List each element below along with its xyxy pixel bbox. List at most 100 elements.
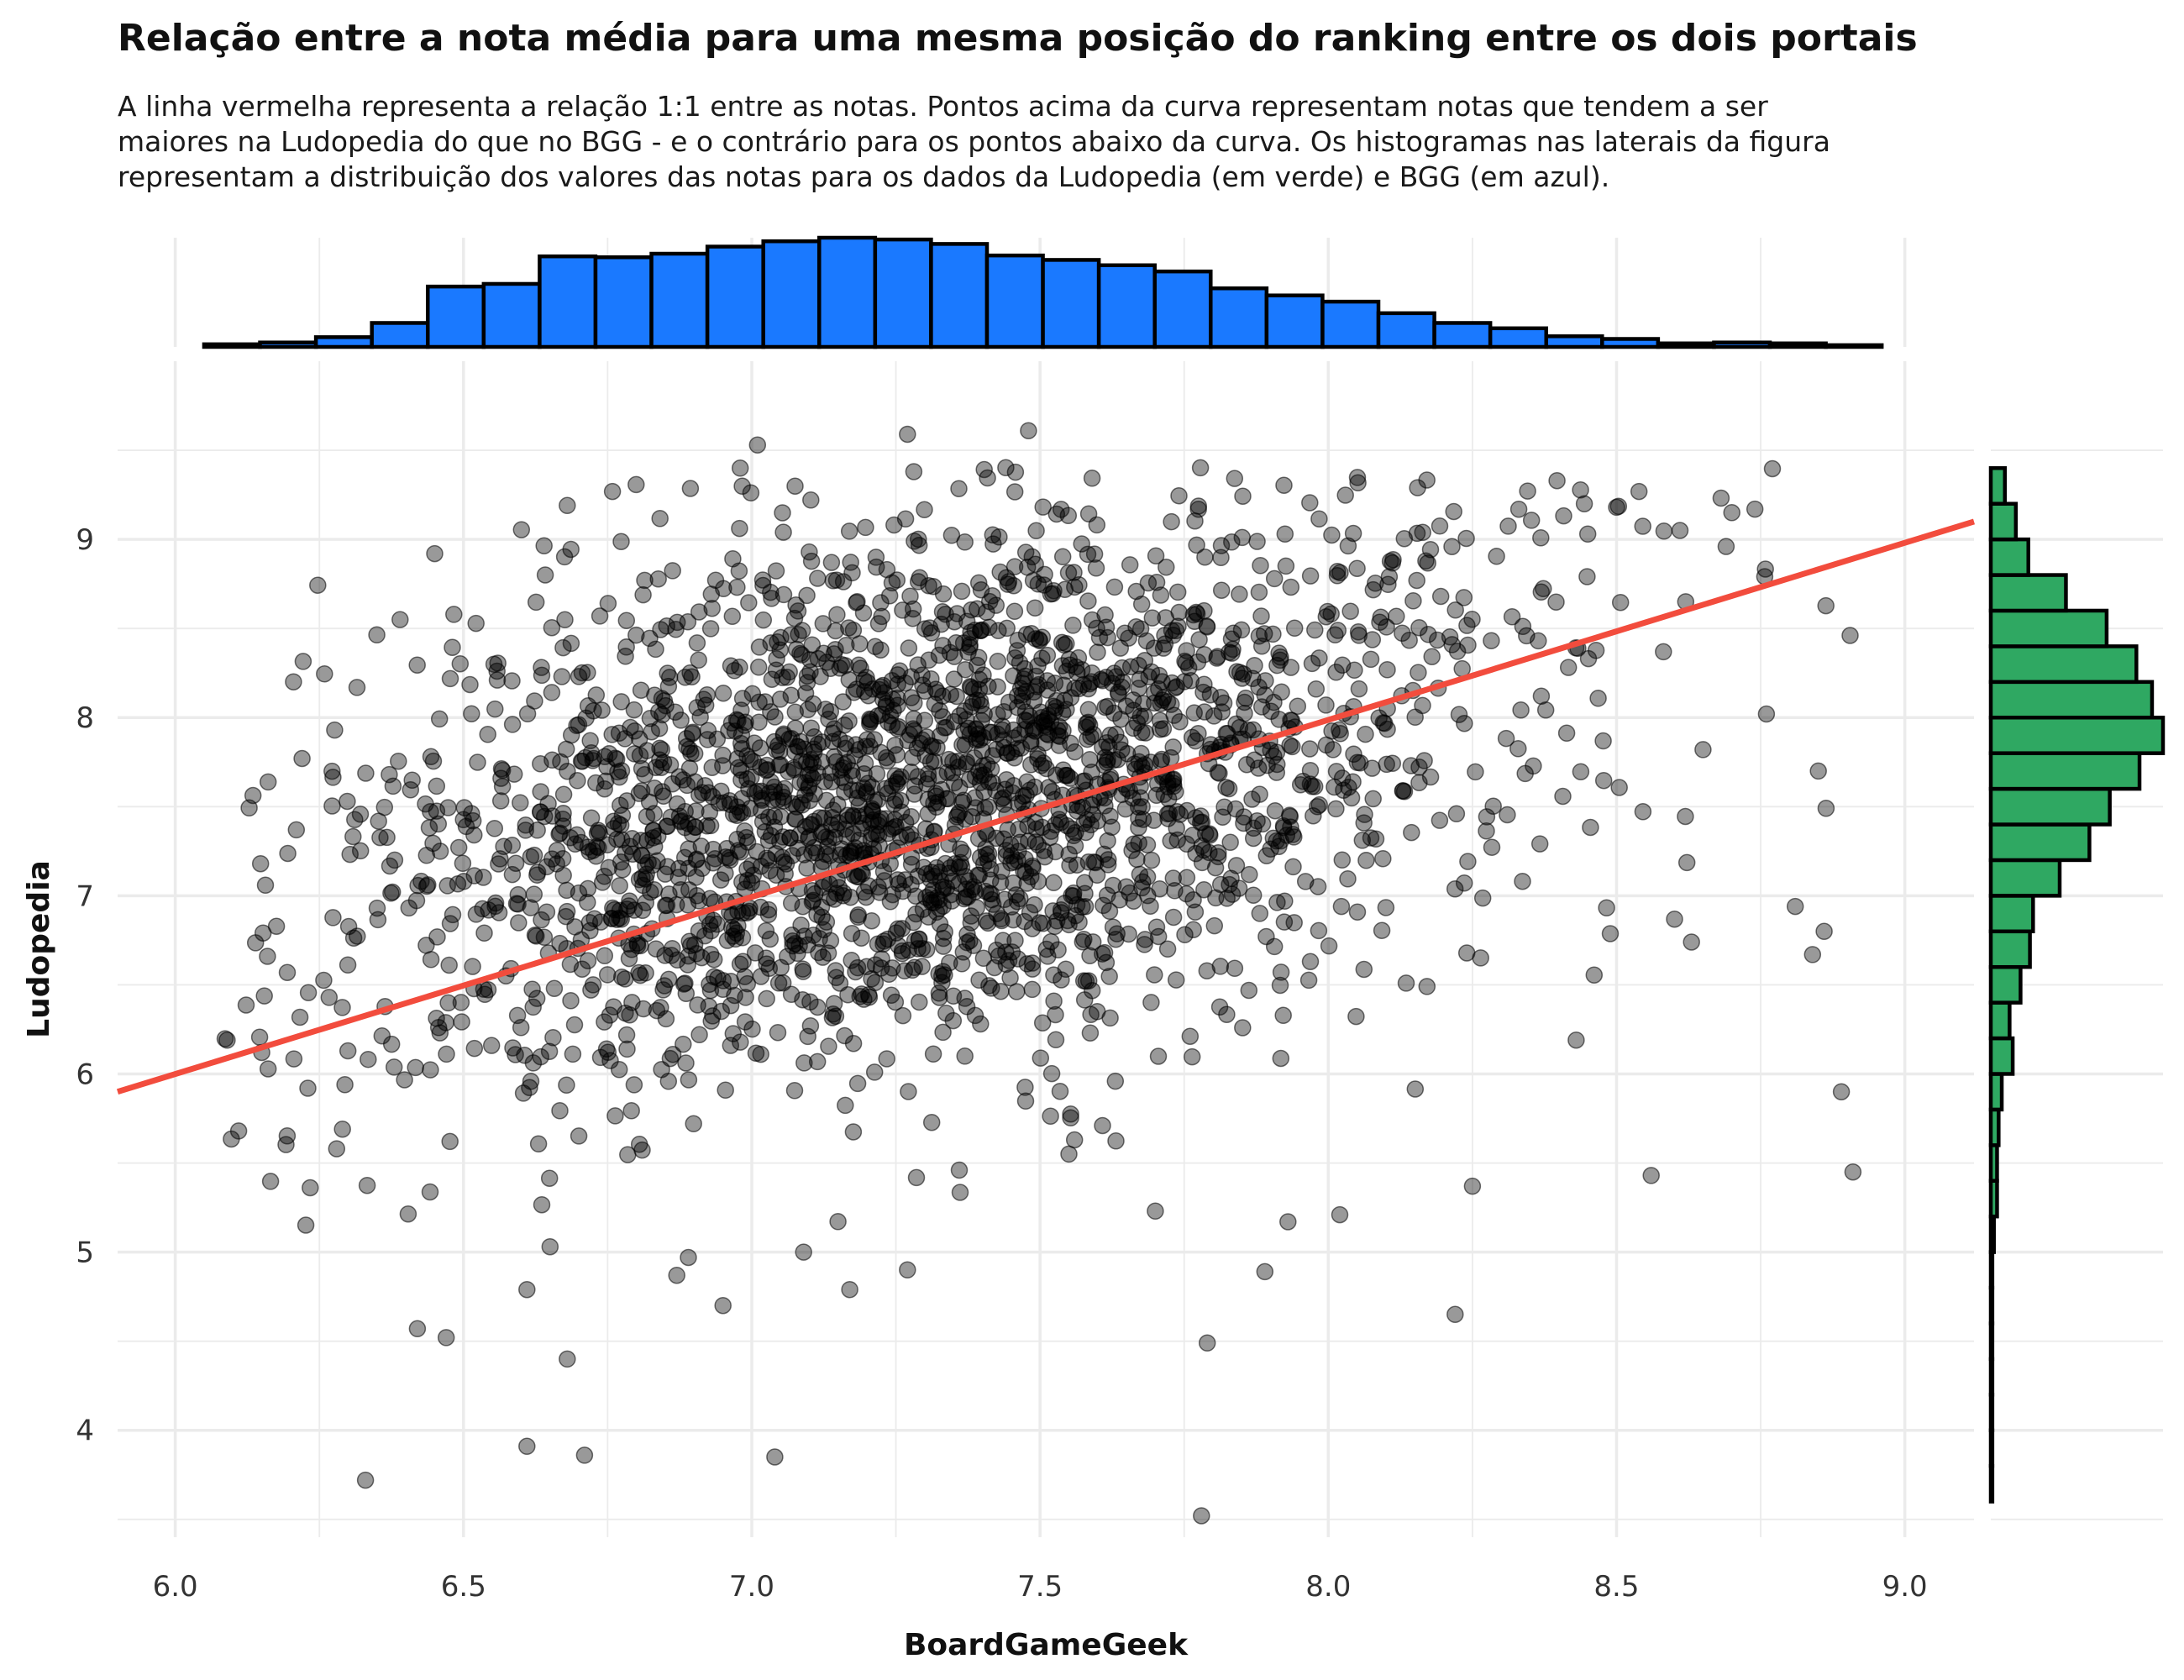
data-point [908, 739, 927, 757]
histogram-bar-ludopedia [1988, 786, 2112, 827]
data-point [849, 908, 867, 926]
data-point [894, 1006, 912, 1025]
data-point [612, 968, 631, 986]
data-point [1187, 809, 1205, 827]
data-point [1108, 925, 1126, 942]
data-point [807, 843, 826, 862]
histogram-bar-bgg [258, 340, 318, 349]
data-point [543, 684, 561, 701]
data-point [1065, 1131, 1084, 1149]
data-point [612, 533, 630, 550]
data-point [581, 732, 599, 750]
data-point [251, 854, 270, 873]
data-point [429, 1019, 448, 1037]
data-point [794, 960, 811, 978]
data-point [886, 736, 904, 754]
data-point [995, 830, 1013, 848]
data-point [759, 832, 778, 849]
data-point [883, 574, 901, 592]
data-point [1445, 502, 1462, 521]
data-point [820, 829, 838, 848]
data-point [1519, 482, 1536, 500]
data-point [701, 981, 720, 1000]
data-point [1227, 715, 1245, 733]
data-point [1226, 470, 1244, 487]
data-point [766, 708, 784, 726]
data-point [1327, 763, 1346, 780]
data-point [724, 805, 743, 823]
data-point [675, 975, 693, 993]
data-point [1057, 960, 1075, 979]
data-point [1209, 848, 1227, 866]
data-point [1005, 602, 1024, 621]
data-point [1373, 921, 1391, 939]
data-point [1218, 724, 1236, 743]
data-point [451, 654, 470, 673]
data-point [1394, 624, 1411, 643]
data-point [1147, 547, 1165, 564]
data-point [601, 1052, 619, 1069]
data-point [699, 722, 717, 739]
data-point [1029, 745, 1047, 764]
subtitle-line: maiores na Ludopedia do que no BGG - e o… [118, 125, 1830, 158]
data-point [591, 607, 609, 625]
data-point [1066, 578, 1084, 596]
data-point [633, 782, 651, 800]
data-point [279, 844, 297, 863]
data-point [1249, 759, 1268, 777]
data-point [1096, 698, 1114, 717]
data-point [562, 992, 580, 1010]
data-point [617, 612, 636, 629]
data-point [956, 533, 974, 551]
data-point [657, 696, 675, 715]
histogram-bar-bgg [1209, 286, 1269, 349]
data-point [722, 973, 740, 990]
data-point [1096, 796, 1114, 815]
data-point [958, 612, 976, 631]
ludopedia-histogram [1988, 466, 2166, 1504]
data-point [744, 753, 763, 771]
data-point [841, 1280, 858, 1299]
data-point [360, 1050, 377, 1068]
data-point [1143, 609, 1162, 627]
histogram-bar-bgg [929, 242, 990, 349]
axes: 6.0 6.5 7.0 7.5 8.0 8.5 9.0 4 5 6 7 8 9 BoardGameGeek… [22, 523, 1928, 1662]
data-point [714, 757, 732, 774]
histogram-bar-bgg [1096, 263, 1157, 349]
data-point [607, 750, 626, 769]
data-point [798, 667, 816, 685]
data-point [492, 769, 510, 787]
data-point [1056, 766, 1074, 785]
data-point [1081, 1024, 1100, 1042]
trend-line-layer [116, 518, 1976, 1095]
data-point [1274, 1006, 1292, 1025]
data-point [526, 927, 544, 944]
histogram-bar-ludopedia [1988, 644, 2139, 685]
data-point [1168, 583, 1187, 601]
data-point [633, 847, 651, 864]
data-point [1483, 632, 1500, 649]
data-point [532, 755, 549, 773]
data-point [683, 825, 701, 843]
data-point [480, 901, 497, 919]
data-point [1395, 529, 1414, 548]
histogram-bar-ludopedia [1988, 751, 2142, 791]
data-point [278, 1127, 297, 1145]
data-point [1448, 643, 1467, 660]
data-point [1136, 707, 1153, 726]
data-point [840, 619, 858, 637]
data-point [685, 1115, 702, 1133]
data-point [801, 1017, 820, 1035]
data-point [1406, 1080, 1425, 1098]
data-point [702, 1012, 720, 1030]
data-point [1053, 633, 1071, 652]
data-point [1251, 905, 1269, 922]
data-point [786, 703, 805, 722]
data-point [974, 666, 992, 684]
data-point [1006, 463, 1025, 481]
data-point [1234, 487, 1252, 505]
data-point [664, 562, 681, 580]
data-point [535, 537, 553, 554]
data-point [1125, 701, 1142, 720]
